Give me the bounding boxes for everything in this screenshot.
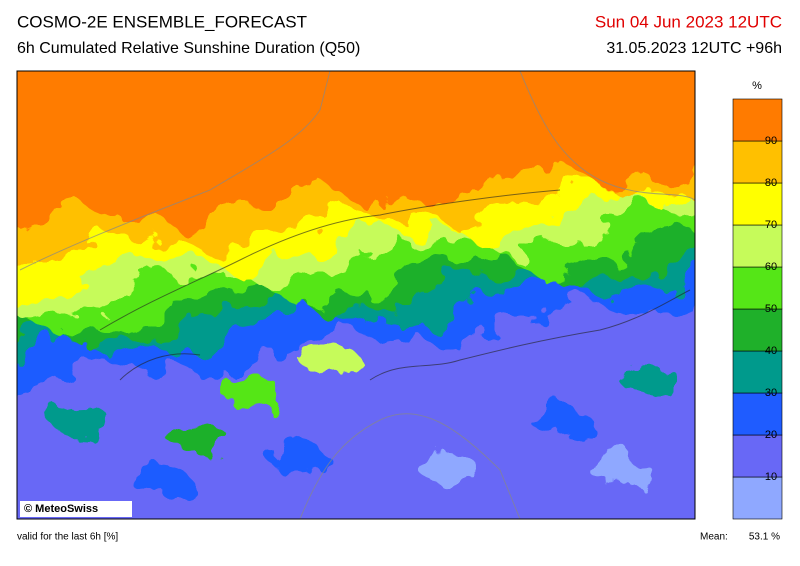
map-band <box>17 71 695 233</box>
title: COSMO-2E ENSEMBLE_FORECAST <box>17 12 307 31</box>
valid-time: Sun 04 Jun 2023 12UTC <box>595 12 782 31</box>
colorbar-segment <box>732 224 783 268</box>
map <box>17 71 695 519</box>
colorbar-segment <box>732 434 783 478</box>
map-patch <box>590 456 650 484</box>
colorbar-segment <box>732 140 783 184</box>
colorbar-segment <box>732 182 783 226</box>
run-info: 31.05.2023 12UTC +96h <box>606 40 782 57</box>
credit: © MeteoSwiss <box>24 503 98 515</box>
map-patch <box>50 406 110 434</box>
colorbar-tick-label: 50 <box>765 303 777 315</box>
colorbar-segment <box>732 476 783 520</box>
colorbar-tick-label: 30 <box>765 387 777 399</box>
map-patch <box>530 406 590 434</box>
colorbar-tick-label: 70 <box>765 219 777 231</box>
colorbar-segment <box>732 98 783 142</box>
colorbar-tick-label: 20 <box>765 429 777 441</box>
colorbar-unit: % <box>752 80 762 92</box>
mean-value: 53.1 % <box>749 532 780 543</box>
colorbar-tick-label: 60 <box>765 261 777 273</box>
map-frame <box>16 70 696 520</box>
map-patch <box>420 456 480 484</box>
credit-box <box>20 501 132 517</box>
colorbar-tick-label: 80 <box>765 177 777 189</box>
mean-label: Mean: <box>700 532 728 543</box>
map-patch <box>270 446 330 474</box>
footer-note: valid for the last 6h [%] <box>17 532 118 543</box>
colorbar-tick-label: 40 <box>765 345 777 357</box>
subtitle: 6h Cumulated Relative Sunshine Duration … <box>17 40 360 57</box>
map-patch <box>620 366 680 394</box>
colorbar-segment <box>732 266 783 310</box>
map-patch <box>170 426 230 454</box>
colorbar: 10 20 30 40 50 60 70 80 90 <box>732 98 783 520</box>
colorbar-segment <box>732 350 783 394</box>
map-patch <box>300 346 360 374</box>
map-patch <box>130 466 190 494</box>
colorbar-tick-label: 90 <box>765 135 777 147</box>
colorbar-segment <box>732 308 783 352</box>
colorbar-segment <box>732 392 783 436</box>
colorbar-tick-label: 10 <box>765 471 777 483</box>
map-patch <box>220 376 280 404</box>
